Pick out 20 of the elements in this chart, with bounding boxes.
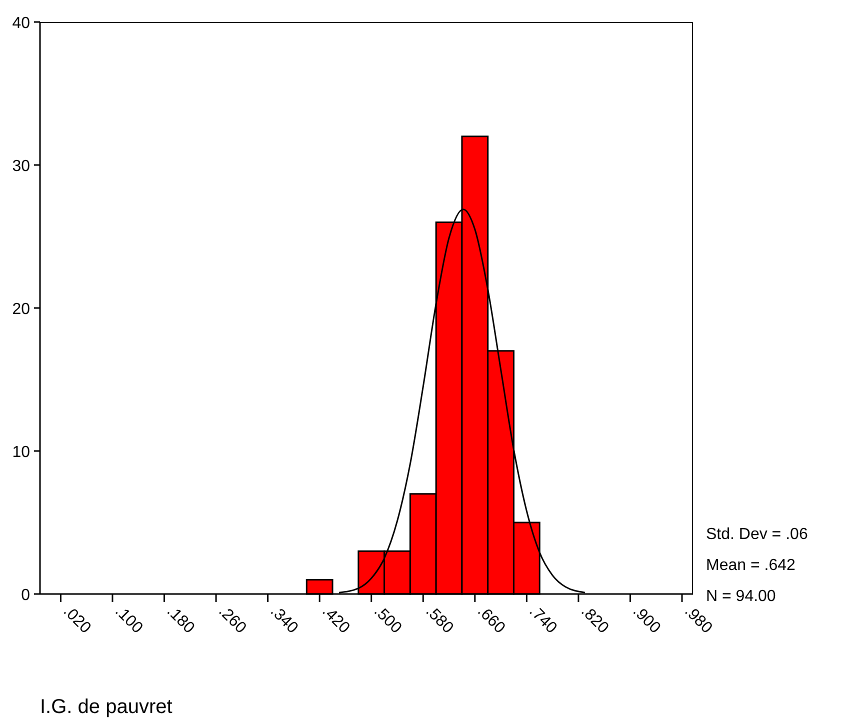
text: Mean = .642 xyxy=(706,557,796,575)
x-tick-label: .180 xyxy=(163,602,198,637)
x-tick-label: .580 xyxy=(422,602,456,637)
y-tick-label: 10 xyxy=(12,444,30,461)
x-tick-label: .340 xyxy=(266,602,302,637)
x-tick-label: .660 xyxy=(474,602,508,637)
x-tick-label: .820 xyxy=(578,602,612,637)
x-tick-label: .420 xyxy=(318,602,353,637)
x-axis-title: I.G. de pauvret xyxy=(40,696,172,719)
y-tick-label: 0 xyxy=(21,587,30,604)
text: Std. Dev = .06 xyxy=(706,526,808,544)
x-tick-label: .500 xyxy=(370,602,405,637)
x-tick-label: .100 xyxy=(112,602,146,637)
x-tick-label: .740 xyxy=(526,602,560,637)
y-tick-label: 40 xyxy=(12,15,30,32)
y-tick-label: 20 xyxy=(12,301,30,318)
x-tick-label: .020 xyxy=(60,602,94,637)
y-tick-label: 30 xyxy=(12,158,30,175)
x-tick-label: .260 xyxy=(215,602,250,637)
x-tick-label: .900 xyxy=(629,602,664,637)
